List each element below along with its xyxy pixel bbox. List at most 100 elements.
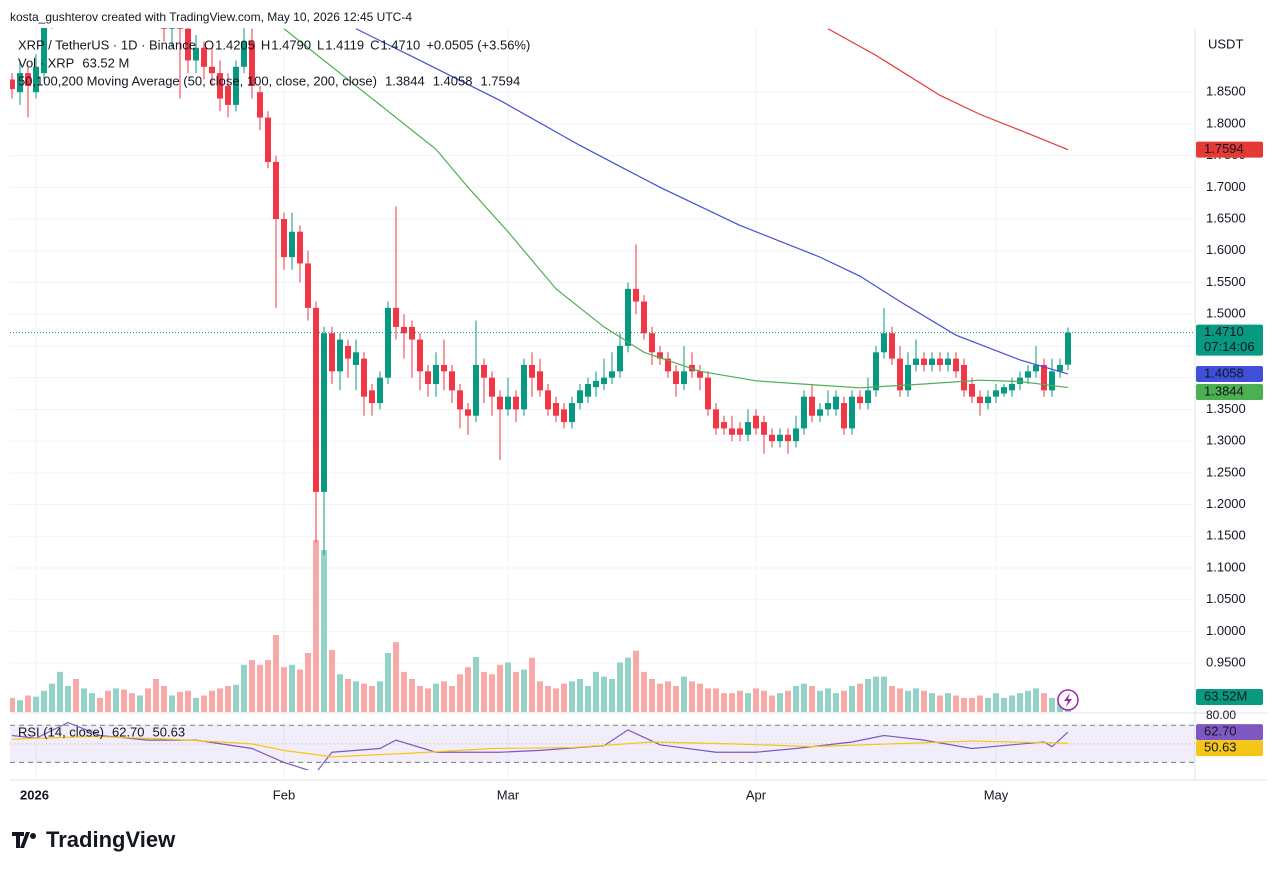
volume-bar bbox=[865, 678, 871, 712]
volume-bar bbox=[97, 697, 103, 712]
volume-bar bbox=[49, 683, 55, 712]
candle-body bbox=[481, 364, 487, 378]
volume-bar bbox=[465, 667, 471, 712]
rsi-legend-value: 62.70 bbox=[112, 724, 145, 739]
volume-bar bbox=[377, 681, 383, 712]
volume-bar bbox=[873, 676, 879, 712]
candle-body bbox=[1057, 364, 1063, 372]
candle-body bbox=[193, 47, 199, 61]
candle-body bbox=[353, 352, 359, 365]
volume-bar bbox=[297, 669, 303, 712]
candle-body bbox=[233, 66, 239, 105]
candle-body bbox=[10, 79, 15, 90]
volume-bar bbox=[569, 681, 575, 712]
candle-body bbox=[641, 301, 647, 334]
candle-body bbox=[497, 396, 503, 410]
candle-body bbox=[1041, 364, 1047, 391]
volume-bar bbox=[177, 691, 183, 712]
volume-bar bbox=[113, 688, 119, 712]
candle-body bbox=[457, 390, 463, 410]
ma-title: 50,100,200 Moving Average (50, close, 10… bbox=[18, 73, 377, 88]
rsi-tag: 62.70 bbox=[1204, 724, 1237, 739]
candle-body bbox=[489, 377, 495, 397]
volume-bar bbox=[401, 671, 407, 712]
candle-body bbox=[1009, 384, 1015, 391]
candle-body bbox=[313, 307, 319, 492]
volume-bar bbox=[497, 664, 503, 712]
volume-bar bbox=[225, 686, 231, 712]
volume-bar bbox=[913, 688, 919, 712]
volume-bar bbox=[473, 657, 479, 712]
symbol-title: XRP / TetherUS · 1D · Binance bbox=[18, 37, 196, 52]
volume-bar bbox=[369, 686, 375, 712]
volume-bar bbox=[313, 540, 319, 712]
volume-bar bbox=[449, 686, 455, 712]
candle-body bbox=[169, 28, 175, 29]
volume-bar bbox=[673, 686, 679, 712]
candle-body bbox=[161, 28, 167, 29]
candle-body bbox=[17, 73, 23, 93]
candle-body bbox=[705, 377, 711, 410]
volume-bar bbox=[545, 686, 551, 712]
volume-bar bbox=[561, 683, 567, 712]
legend-field: H bbox=[261, 37, 270, 52]
candle-body bbox=[633, 288, 639, 302]
volume-bar bbox=[361, 683, 367, 712]
volume-bar bbox=[897, 688, 903, 712]
candle-body bbox=[257, 92, 263, 118]
candle-body bbox=[201, 47, 207, 67]
candle-body bbox=[289, 231, 295, 258]
x-tick-label: Mar bbox=[497, 787, 520, 802]
legend-field: C bbox=[370, 37, 379, 52]
candle-body bbox=[569, 403, 575, 423]
candle-body bbox=[721, 422, 727, 429]
ma-legend-value: 1.4058 bbox=[433, 73, 473, 88]
volume-bar bbox=[537, 681, 543, 712]
y-tick-label: 1.5000 bbox=[1206, 306, 1246, 321]
volume-bar bbox=[801, 683, 807, 712]
candle-body bbox=[33, 66, 39, 93]
volume-bar bbox=[17, 700, 23, 712]
candle-body bbox=[561, 409, 567, 423]
volume-bar bbox=[977, 695, 983, 712]
candle-body bbox=[953, 358, 959, 372]
volume-bar bbox=[305, 653, 311, 712]
candle-body bbox=[441, 364, 447, 372]
candle-body bbox=[793, 428, 799, 442]
volume-bar bbox=[617, 662, 623, 712]
volume-bar bbox=[265, 660, 271, 712]
candle-body bbox=[265, 117, 271, 162]
candle-body bbox=[657, 352, 663, 359]
candle-body bbox=[433, 364, 439, 385]
y-tick-label: 1.8000 bbox=[1206, 115, 1246, 130]
volume-bar bbox=[737, 690, 743, 712]
volume-bar bbox=[417, 686, 423, 712]
volume-bar bbox=[745, 693, 751, 712]
volume-bar bbox=[489, 674, 495, 712]
candle-body bbox=[665, 358, 671, 372]
candle-body bbox=[377, 377, 383, 404]
candle-body bbox=[673, 371, 679, 385]
ma-legend-value: 1.3844 bbox=[385, 73, 425, 88]
candle-body bbox=[729, 428, 735, 435]
volume-bar bbox=[153, 678, 159, 712]
volume-bar bbox=[185, 690, 191, 712]
volume-bar bbox=[529, 657, 535, 712]
candle-body bbox=[897, 358, 903, 391]
volume-bar bbox=[441, 681, 447, 712]
moving-average-line bbox=[283, 28, 1069, 389]
candle-body bbox=[241, 41, 247, 67]
candle-body bbox=[209, 66, 215, 74]
candle-body bbox=[713, 409, 719, 429]
volume-bar bbox=[1025, 690, 1031, 712]
volume-bar bbox=[849, 686, 855, 712]
logo-mark bbox=[12, 832, 30, 848]
candle-body bbox=[905, 364, 911, 391]
candle-body bbox=[881, 333, 887, 353]
volume-bar bbox=[521, 669, 527, 712]
rsi-line bbox=[11, 735, 1069, 758]
candle-body bbox=[1049, 371, 1055, 391]
candle-body bbox=[777, 434, 783, 442]
candle-body bbox=[993, 390, 999, 397]
volume-bar bbox=[721, 693, 727, 712]
